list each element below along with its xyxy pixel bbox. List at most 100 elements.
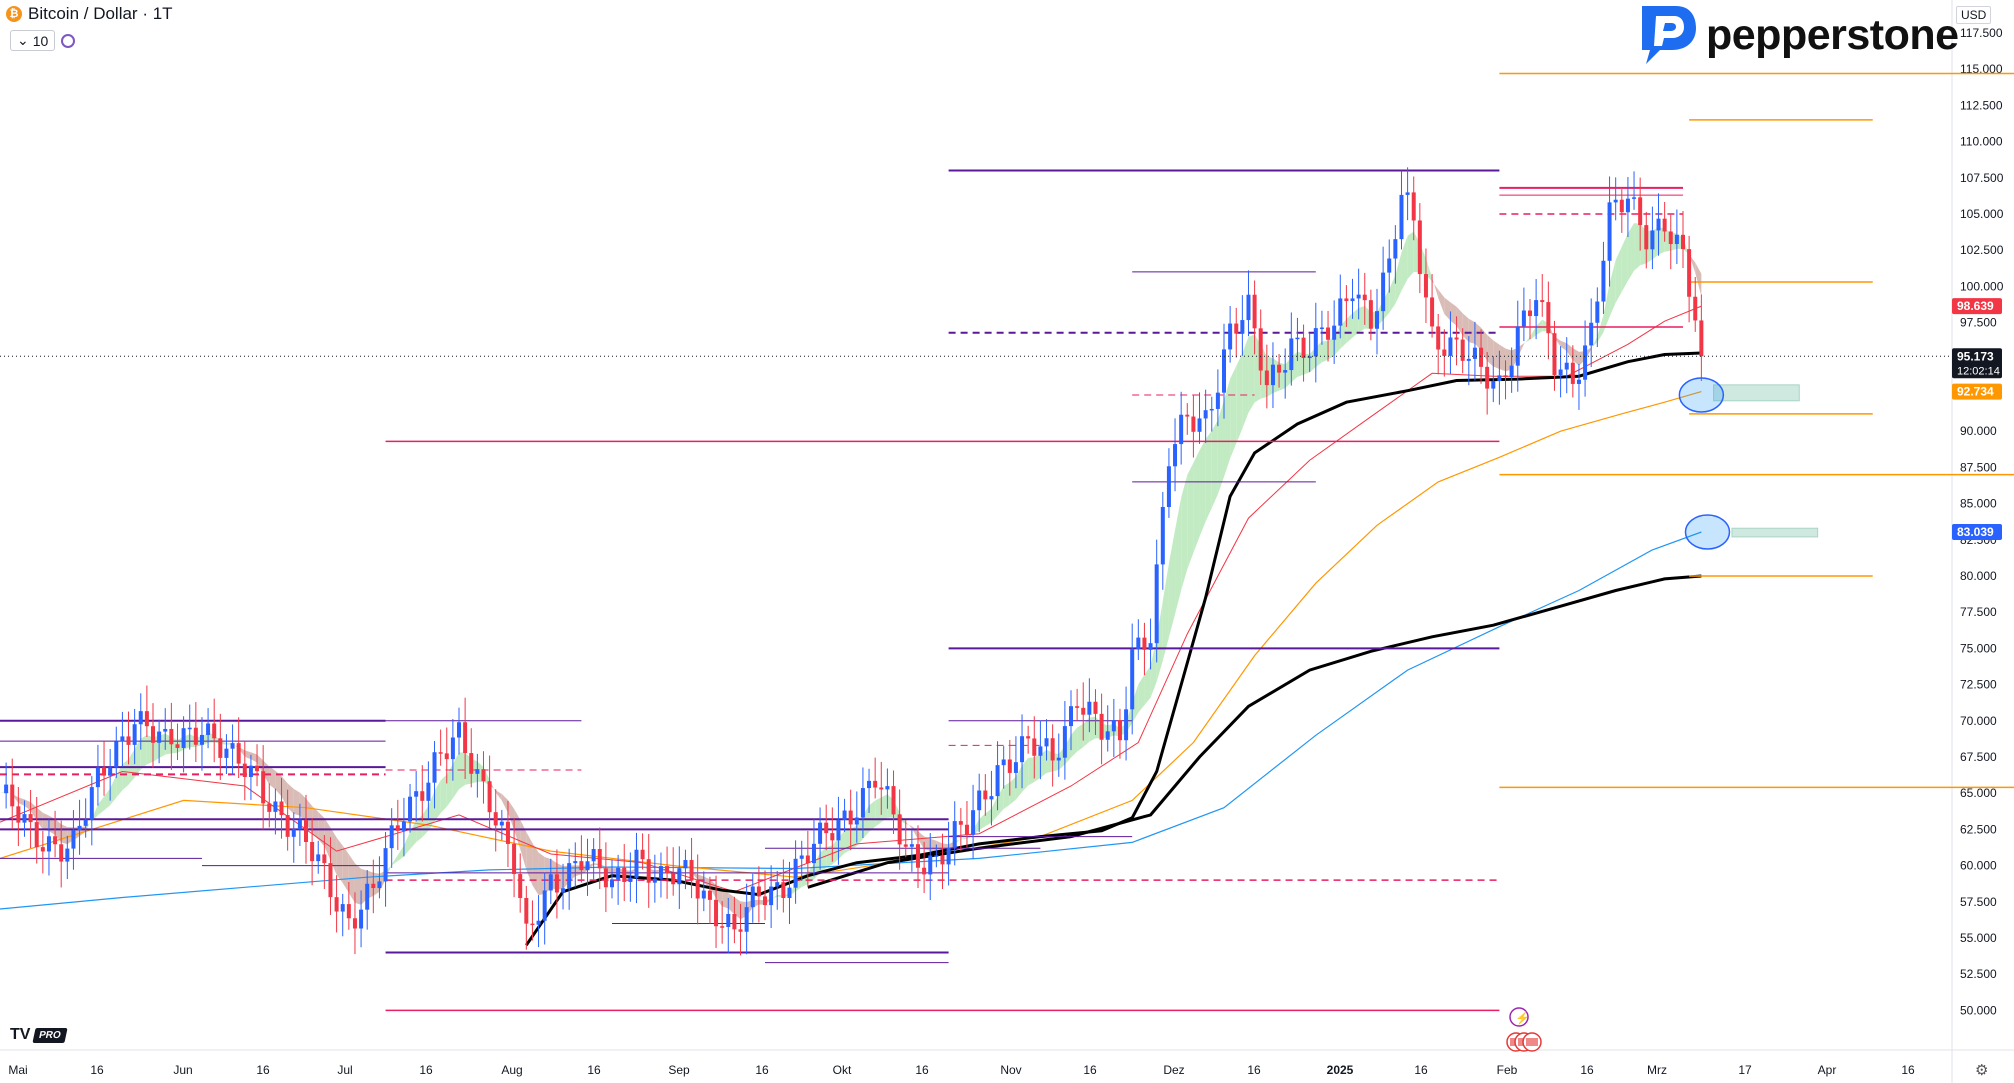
candle-body: [1142, 637, 1147, 650]
y-tick-label: 85.000: [1960, 497, 1997, 511]
indicator-toggle[interactable]: ⌄ 10: [10, 30, 76, 51]
candle-body: [1020, 736, 1025, 763]
ribbon-segment: [1175, 497, 1182, 615]
candle-body: [383, 848, 388, 882]
candle-body: [958, 821, 963, 825]
ema-blue-line: [0, 531, 1702, 910]
y-tick-label: 55.000: [1960, 931, 1997, 945]
candle-body: [212, 723, 217, 739]
x-tick-label: 16: [419, 1063, 433, 1077]
candle-body: [1595, 301, 1600, 323]
ribbon-segment: [1358, 305, 1365, 333]
x-tick-label: 16: [90, 1063, 104, 1077]
indicator-count-button[interactable]: ⌄ 10: [10, 30, 56, 51]
ribbon-segment: [1303, 353, 1310, 375]
candle-body: [848, 810, 853, 825]
candle-body: [89, 787, 94, 820]
candle-body: [144, 711, 149, 727]
ribbon-segment: [1615, 246, 1622, 303]
ema-black-slow-line: [807, 574, 1702, 889]
pepperstone-logo-icon: [1642, 6, 1696, 64]
ribbon-segment: [1444, 297, 1451, 321]
candle-body: [542, 890, 547, 921]
candle-body: [799, 855, 804, 859]
candle-body: [665, 866, 670, 874]
ribbon-segment: [526, 832, 533, 886]
candle-body: [1607, 202, 1612, 261]
settings-gear-icon[interactable]: ⚙: [1975, 1062, 1989, 1079]
candle-body: [818, 822, 823, 844]
ribbon-segment: [1022, 757, 1029, 792]
candle-body: [989, 796, 994, 800]
currency-selector[interactable]: USD: [1956, 6, 1992, 24]
ribbon-segment: [1156, 600, 1163, 682]
ribbon-segment: [501, 793, 508, 813]
ribbon-segment: [703, 876, 710, 888]
x-tick-label: 17: [1738, 1063, 1752, 1077]
symbol-header[interactable]: ₿ Bitcoin / Dollar · 1T: [6, 4, 173, 24]
candle-body: [1228, 323, 1233, 350]
candle-body: [1136, 637, 1141, 650]
candle-body: [481, 769, 486, 782]
candle-body: [1625, 198, 1630, 213]
x-tick-label: Mrz: [1647, 1063, 1667, 1077]
y-tick-label: 70.000: [1960, 714, 1997, 728]
candle-body: [707, 890, 712, 900]
ribbon-segment: [293, 788, 300, 816]
candle-body: [585, 861, 590, 871]
candle-body: [102, 767, 107, 776]
candle-body: [1650, 230, 1655, 250]
candle-body: [1191, 416, 1196, 432]
candle-body: [793, 858, 798, 888]
candle-body: [1393, 239, 1398, 259]
candle-body: [842, 810, 847, 820]
candle-body: [346, 904, 351, 919]
ribbon-segment: [991, 796, 998, 823]
ribbon-segment: [440, 774, 447, 814]
target-zone-box: [1713, 384, 1800, 402]
y-tick-label: 117.500: [1960, 26, 2003, 40]
candle-body: [1069, 706, 1073, 727]
candle-body: [1001, 759, 1006, 766]
ribbon-segment: [1181, 474, 1188, 591]
candle-body: [922, 867, 927, 875]
candle-body: [1319, 327, 1324, 329]
candle-body: [1430, 297, 1435, 327]
candle-body: [1558, 369, 1563, 375]
ribbon-segment: [1450, 302, 1457, 326]
candle-body: [860, 788, 865, 818]
x-tick-label: Dez: [1163, 1063, 1184, 1077]
highlight-circle: [1678, 377, 1725, 413]
ribbon-segment: [1560, 340, 1567, 352]
ribbon-segment: [728, 892, 735, 915]
candle-body: [499, 821, 504, 826]
event-lightning-glyph: ⚡: [1515, 1011, 1530, 1025]
candle-body: [1050, 738, 1055, 761]
ribbon-segment: [1083, 717, 1090, 748]
candle-body: [255, 765, 260, 772]
price-label-text: 95.173: [1957, 349, 1994, 363]
candle-body: [1209, 408, 1214, 411]
brand-logo: pepperstone: [1632, 4, 1959, 66]
candle-body: [126, 736, 131, 745]
pro-badge: PRO: [32, 1027, 68, 1043]
candle-body: [1583, 345, 1588, 380]
candle-body: [1503, 375, 1508, 378]
ribbon-segment: [281, 776, 288, 808]
ribbon-segment: [1438, 289, 1445, 314]
candle-body: [359, 909, 364, 929]
refresh-icon[interactable]: [61, 33, 76, 48]
candle-body: [297, 820, 302, 830]
candle-body: [475, 769, 480, 774]
candle-body: [1448, 337, 1453, 356]
ribbon-segment: [1211, 420, 1218, 509]
candle-body: [1154, 564, 1159, 644]
candle-body: [1387, 258, 1392, 273]
ribbon-segment: [832, 838, 839, 865]
candle-body: [261, 771, 266, 804]
ribbon-segment: [1034, 754, 1041, 782]
ribbon-segment: [1401, 235, 1408, 291]
candle-body: [273, 801, 278, 812]
